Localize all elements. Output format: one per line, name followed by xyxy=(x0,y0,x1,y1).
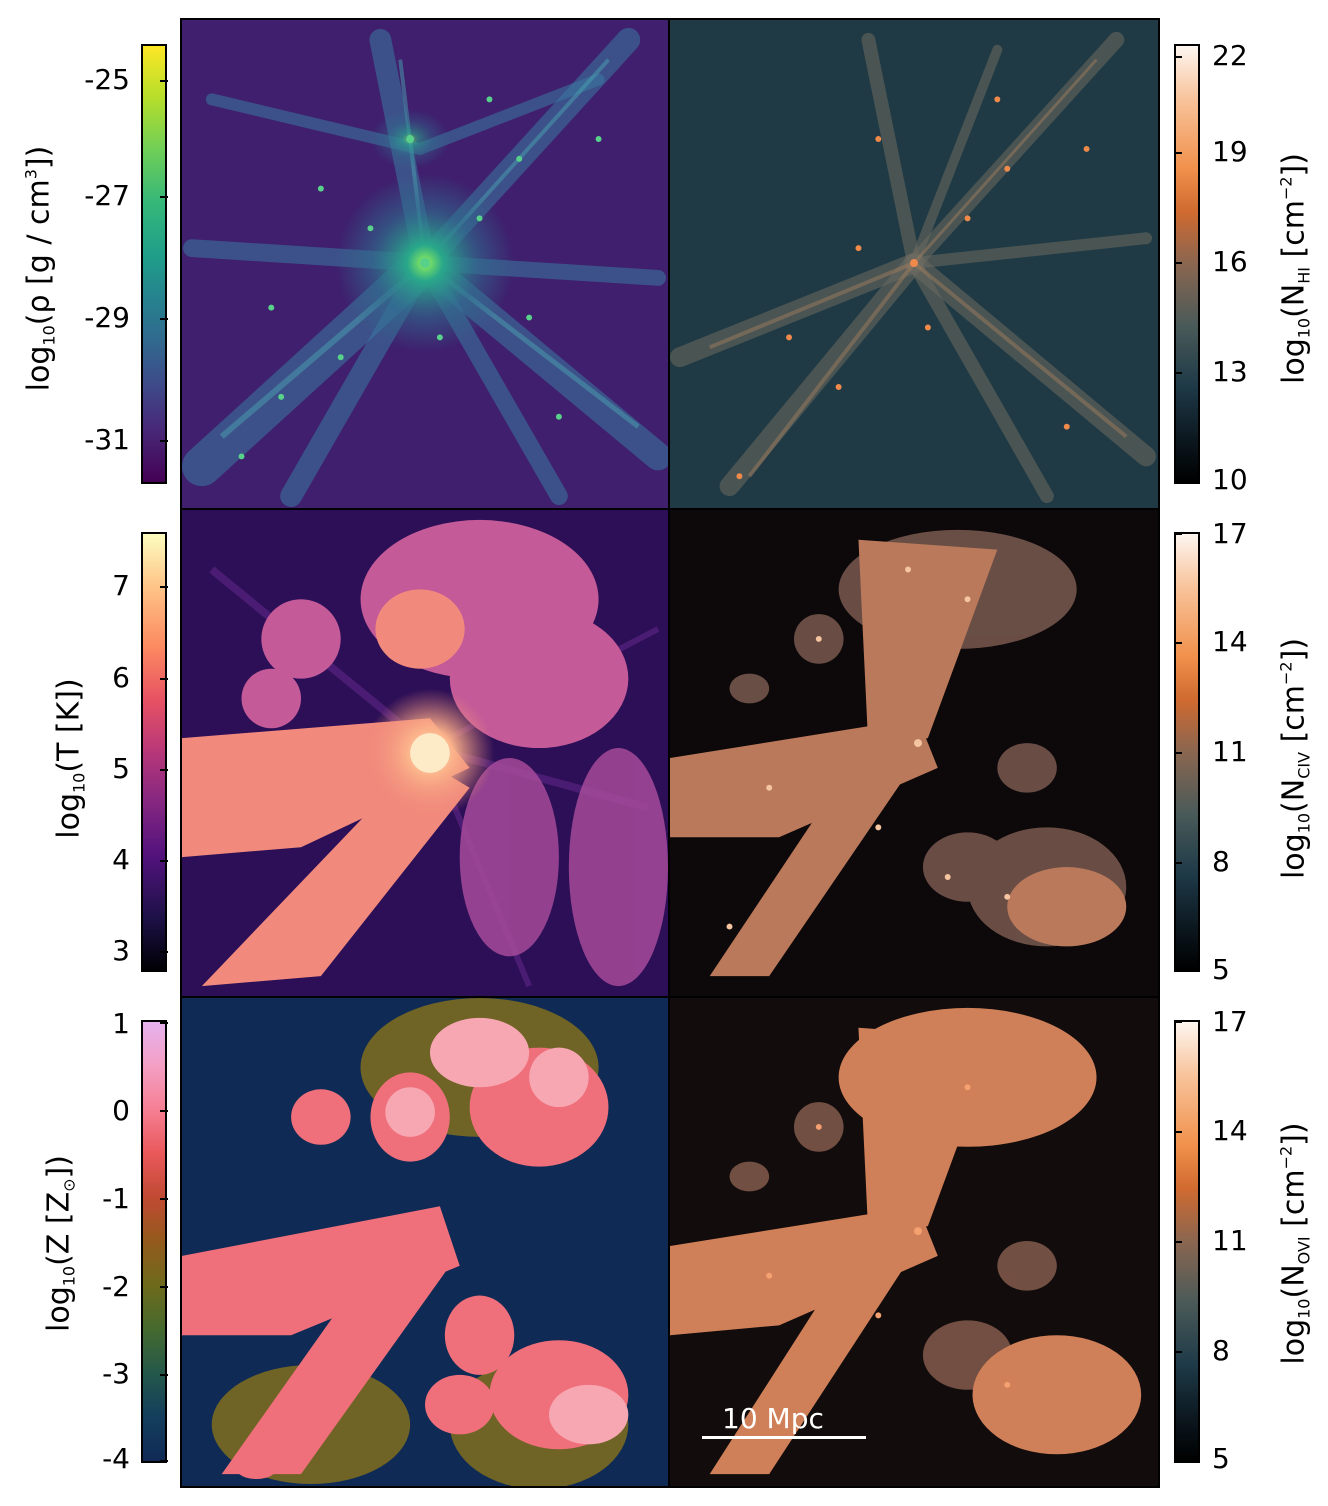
metallicity-tick: 1 xyxy=(112,1007,130,1040)
density-axis-label: log10(ρ [g / cm3]) xyxy=(21,145,59,392)
temperature-map-panel xyxy=(180,508,670,998)
tick-mark xyxy=(160,769,168,771)
nciv-tick: 17 xyxy=(1212,517,1248,550)
nciv-tick: 14 xyxy=(1212,625,1248,658)
nhi-tick: 13 xyxy=(1212,355,1248,388)
tick-mark xyxy=(1174,56,1182,58)
metallicity-tick: -4 xyxy=(102,1442,130,1475)
nhi-colorbar xyxy=(1174,44,1200,484)
density-tick: -29 xyxy=(84,301,130,334)
novi-tick: 17 xyxy=(1212,1005,1248,1038)
density-map-panel xyxy=(180,18,670,510)
tick-mark xyxy=(160,1022,168,1024)
metallicity-map-panel xyxy=(180,996,670,1488)
tick-mark xyxy=(160,440,168,442)
tick-mark xyxy=(160,1374,168,1376)
nciv-tick: 8 xyxy=(1212,845,1230,878)
tick-mark xyxy=(1174,642,1182,644)
nhi-axis-label: log10(NHI [cm−2]) xyxy=(1276,153,1314,384)
tick-mark xyxy=(160,196,168,198)
nhi-tick: 22 xyxy=(1212,39,1248,72)
metallicity-tick: 0 xyxy=(112,1094,130,1127)
tick-mark xyxy=(160,1460,168,1462)
temperature-tick: 3 xyxy=(112,934,130,967)
metallicity-tick: -3 xyxy=(102,1357,130,1390)
nhi-map-panel xyxy=(668,18,1160,510)
density-tick: -31 xyxy=(84,423,130,456)
density-colorbar xyxy=(141,44,167,484)
tick-mark xyxy=(160,1198,168,1200)
tick-mark xyxy=(160,678,168,680)
temperature-tick: 6 xyxy=(112,661,130,694)
novi-tick: 11 xyxy=(1212,1224,1248,1257)
tick-mark xyxy=(160,951,168,953)
tick-mark xyxy=(1174,970,1182,972)
novi-tick: 8 xyxy=(1212,1334,1230,1367)
tick-mark xyxy=(1174,152,1182,154)
metallicity-colorbar xyxy=(141,1020,167,1463)
nciv-map-panel xyxy=(668,508,1160,998)
nhi-tick: 10 xyxy=(1212,463,1248,496)
nciv-axis-label: log10(NCIV [cm−2]) xyxy=(1276,637,1314,880)
nhi-tick: 19 xyxy=(1212,135,1248,168)
tick-mark xyxy=(1174,862,1182,864)
temperature-axis-label: log10(T [K]) xyxy=(51,678,89,839)
metallicity-tick: -1 xyxy=(102,1182,130,1215)
tick-mark xyxy=(160,586,168,588)
novi-axis-label: log10(NOVI [cm−2]) xyxy=(1276,1122,1314,1365)
metallicity-axis-label: log10(Z [Z⊙]) xyxy=(41,1155,79,1332)
tick-mark xyxy=(1174,482,1182,484)
temperature-tick: 7 xyxy=(112,569,130,602)
tick-mark xyxy=(1174,1131,1182,1133)
novi-tick: 5 xyxy=(1212,1442,1230,1475)
temperature-colorbar xyxy=(141,532,167,972)
tick-mark xyxy=(1174,1241,1182,1243)
nciv-tick: 11 xyxy=(1212,735,1248,768)
tick-mark xyxy=(160,318,168,320)
scalebar xyxy=(702,1436,866,1439)
metallicity-tick: -2 xyxy=(102,1270,130,1303)
density-tick: -27 xyxy=(84,179,130,212)
tick-mark xyxy=(1174,1021,1182,1023)
tick-mark xyxy=(1174,1460,1182,1462)
tick-mark xyxy=(1174,752,1182,754)
tick-mark xyxy=(160,860,168,862)
temperature-tick: 4 xyxy=(112,843,130,876)
novi-tick: 14 xyxy=(1212,1114,1248,1147)
nciv-tick: 5 xyxy=(1212,953,1230,986)
density-tick: -25 xyxy=(84,63,130,96)
tick-mark xyxy=(1174,372,1182,374)
tick-mark xyxy=(1174,262,1182,264)
tick-mark xyxy=(160,80,168,82)
tick-mark xyxy=(1174,533,1182,535)
scalebar-label: 10 Mpc xyxy=(722,1402,824,1435)
temperature-tick: 5 xyxy=(112,752,130,785)
tick-mark xyxy=(160,1286,168,1288)
tick-mark xyxy=(1174,1351,1182,1353)
novi-map-panel: 10 Mpc xyxy=(668,996,1160,1488)
tick-mark xyxy=(160,1110,168,1112)
nhi-tick: 16 xyxy=(1212,245,1248,278)
